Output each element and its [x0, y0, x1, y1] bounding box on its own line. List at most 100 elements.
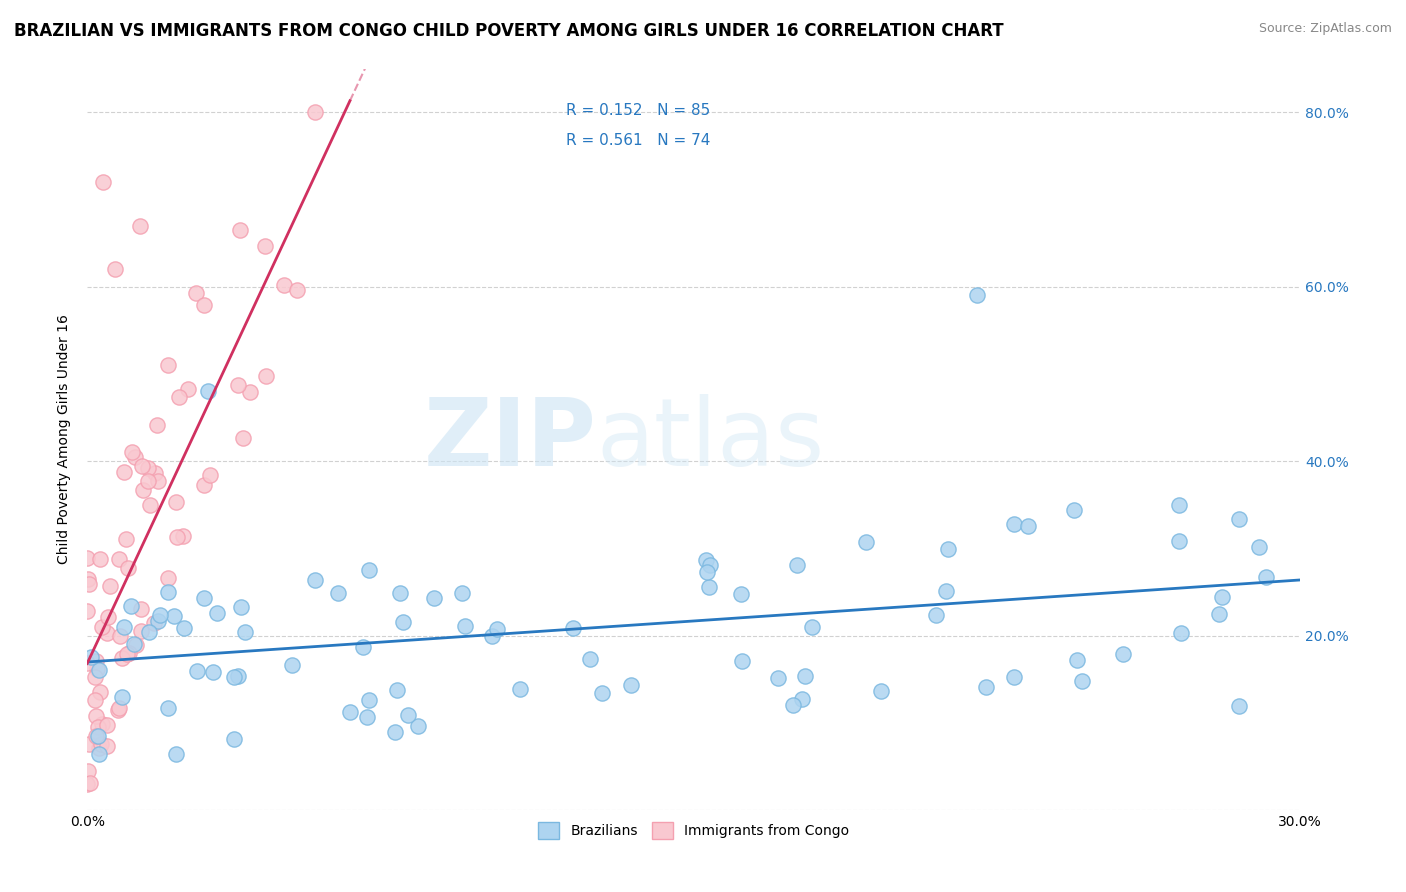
Point [111, 690, 134, 705]
Text: ZIP: ZIP [423, 393, 596, 485]
Point [254, 369, 277, 384]
Point [782, 698, 804, 712]
Point [166, 530, 188, 544]
Point [232, 431, 254, 445]
Point [224, 731, 246, 746]
Point [186, 664, 208, 678]
Text: atlas: atlas [596, 393, 825, 485]
Point [91, 620, 114, 634]
Point [339, 705, 361, 719]
Point [1167, 533, 1189, 548]
Point [76, 777, 98, 791]
Point [121, 445, 143, 459]
Point [591, 685, 613, 699]
Point [578, 652, 600, 666]
Point [186, 286, 208, 301]
Point [79, 577, 101, 591]
Point [730, 587, 752, 601]
Point [870, 684, 893, 698]
Point [197, 384, 219, 399]
Point [359, 692, 381, 706]
Point [1170, 626, 1192, 640]
Point [107, 703, 129, 717]
Text: R = 0.561   N = 74: R = 0.561 N = 74 [567, 133, 710, 148]
Point [84, 729, 107, 743]
Point [406, 719, 429, 733]
Point [117, 647, 139, 661]
Point [254, 239, 277, 253]
Point [396, 707, 419, 722]
Point [96, 739, 118, 753]
Point [86, 662, 108, 676]
Point [193, 478, 215, 492]
Point [165, 747, 187, 761]
Point [1229, 512, 1251, 526]
Point [1167, 498, 1189, 512]
Point [925, 607, 948, 622]
Point [86, 709, 108, 723]
Point [84, 692, 107, 706]
Point [357, 563, 380, 577]
Point [122, 637, 145, 651]
Point [132, 483, 155, 498]
Point [202, 665, 225, 679]
Legend: Brazilians, Immigrants from Congo: Brazilians, Immigrants from Congo [533, 816, 855, 845]
Point [157, 585, 180, 599]
Point [87, 747, 110, 762]
Point [855, 534, 877, 549]
Point [198, 467, 221, 482]
Point [86, 720, 108, 734]
Point [384, 725, 406, 739]
Point [281, 658, 304, 673]
Point [146, 418, 169, 433]
Point [786, 558, 808, 572]
Point [239, 384, 262, 399]
Point [387, 682, 409, 697]
Point [79, 776, 101, 790]
Point [89, 685, 111, 699]
Point [699, 558, 721, 573]
Point [1071, 674, 1094, 689]
Point [149, 607, 172, 622]
Point [1247, 541, 1270, 555]
Text: R = 0.152   N = 85: R = 0.152 N = 85 [567, 103, 710, 119]
Point [91, 175, 114, 189]
Point [695, 553, 717, 567]
Point [77, 737, 100, 751]
Point [352, 640, 374, 655]
Point [561, 621, 583, 635]
Point [165, 495, 187, 509]
Point [76, 656, 98, 670]
Point [696, 565, 718, 579]
Point [87, 729, 110, 743]
Point [163, 608, 186, 623]
Point [1002, 670, 1025, 684]
Point [84, 670, 107, 684]
Point [124, 450, 146, 464]
Point [114, 532, 136, 546]
Point [108, 552, 131, 566]
Point [454, 619, 477, 633]
Point [77, 572, 100, 586]
Point [766, 671, 789, 685]
Point [110, 629, 132, 643]
Text: Source: ZipAtlas.com: Source: ZipAtlas.com [1258, 22, 1392, 36]
Point [224, 670, 246, 684]
Point [157, 571, 180, 585]
Point [131, 624, 153, 638]
Point [423, 591, 446, 606]
Point [481, 629, 503, 643]
Point [486, 623, 509, 637]
Point [177, 382, 200, 396]
Point [356, 710, 378, 724]
Point [136, 461, 159, 475]
Point [1208, 607, 1230, 622]
Point [117, 646, 139, 660]
Point [285, 284, 308, 298]
Point [131, 601, 153, 615]
Point [112, 465, 135, 479]
Point [131, 458, 153, 473]
Point [128, 219, 150, 233]
Point [450, 586, 472, 600]
Point [509, 681, 531, 696]
